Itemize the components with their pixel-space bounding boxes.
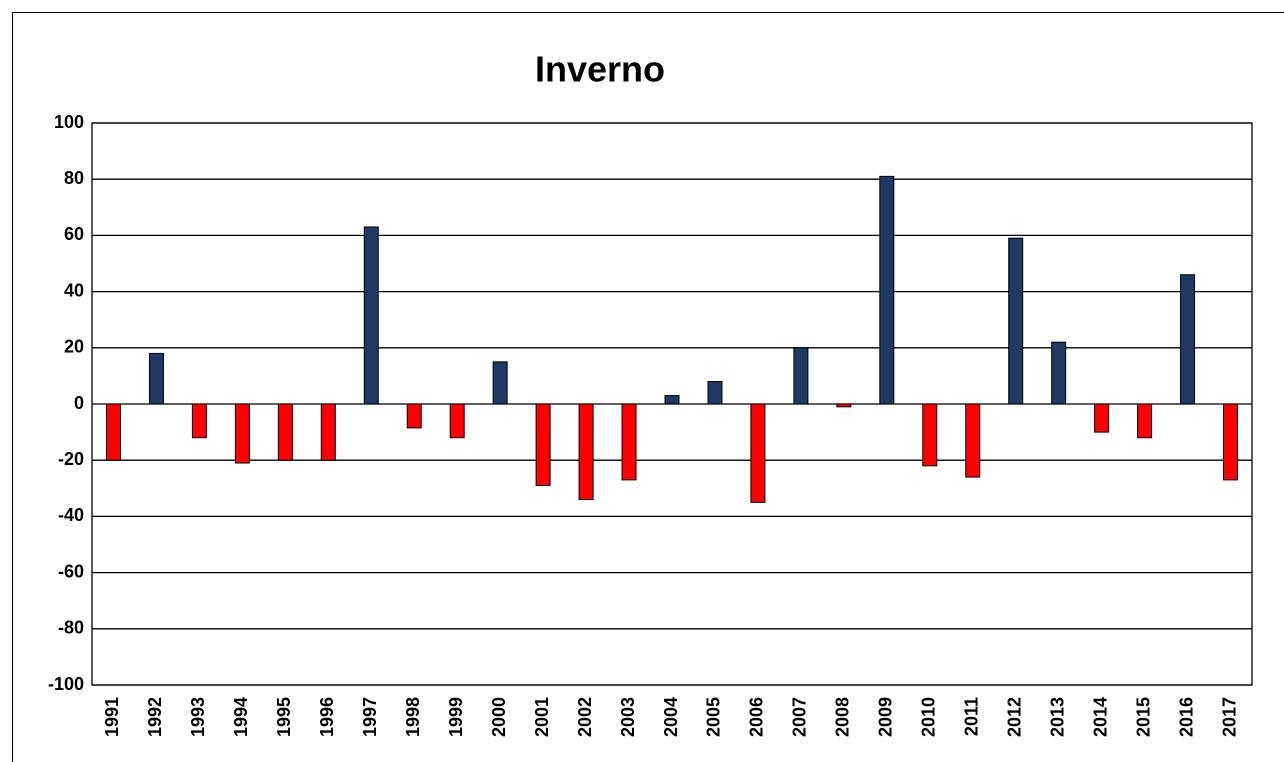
bar xyxy=(535,403,551,486)
x-tick-label: 2011 xyxy=(961,697,981,736)
x-tick-label: 2010 xyxy=(919,697,939,737)
x-tick-label: 1999 xyxy=(446,697,466,737)
x-tick-label: 1995 xyxy=(274,697,294,737)
bar xyxy=(277,403,293,461)
bar xyxy=(621,403,637,481)
x-tick-label: 1994 xyxy=(231,697,251,737)
y-tick-label: -100 xyxy=(48,674,84,694)
y-tick-label: 20 xyxy=(64,337,84,357)
y-tick-label: -40 xyxy=(58,505,84,525)
x-tick-label: 2012 xyxy=(1004,697,1024,737)
y-tick-label: -80 xyxy=(58,618,84,638)
bar xyxy=(1137,403,1153,439)
x-tick-label: 1998 xyxy=(403,697,423,737)
x-tick-label: 2004 xyxy=(661,697,681,737)
x-tick-label: 2002 xyxy=(575,697,595,737)
bar xyxy=(449,403,465,439)
y-tick-label: 80 xyxy=(64,168,84,188)
x-tick-label: 2015 xyxy=(1133,697,1153,737)
x-tick-label: 2014 xyxy=(1090,697,1110,737)
chart-title: Inverno xyxy=(535,49,665,90)
x-tick-label: 2001 xyxy=(532,697,552,737)
x-tick-label: 1993 xyxy=(188,697,208,737)
x-tick-label: 2013 xyxy=(1047,697,1067,737)
x-tick-label: 2006 xyxy=(747,697,767,737)
bar xyxy=(922,403,938,467)
y-tick-label: 40 xyxy=(64,280,84,300)
bar xyxy=(793,347,809,405)
x-tick-label: 2003 xyxy=(618,697,638,737)
bar xyxy=(965,403,981,478)
y-tick-label: 100 xyxy=(54,112,84,132)
bar xyxy=(191,403,207,439)
x-tick-label: 2008 xyxy=(833,697,853,737)
bar xyxy=(105,403,121,461)
bar xyxy=(664,395,680,405)
x-tick-label: 1997 xyxy=(360,697,380,737)
x-tick-label: 2007 xyxy=(790,697,810,737)
x-tick-label: 2017 xyxy=(1219,697,1239,737)
bar xyxy=(879,175,895,405)
x-tick-label: 2005 xyxy=(704,697,724,737)
x-tick-label: 1992 xyxy=(145,697,165,737)
bar xyxy=(148,352,164,405)
bar xyxy=(492,361,508,405)
bar xyxy=(320,403,336,461)
y-tick-label: -60 xyxy=(58,561,84,581)
bar xyxy=(234,403,250,464)
x-tick-label: 2009 xyxy=(876,697,896,737)
bar xyxy=(750,403,766,503)
bar xyxy=(836,403,852,408)
bar xyxy=(1223,403,1239,481)
bar xyxy=(707,381,723,405)
bar xyxy=(1008,237,1024,405)
bar xyxy=(406,403,422,429)
bar xyxy=(1180,274,1196,405)
x-tick-label: 2016 xyxy=(1176,697,1196,737)
y-tick-label: 0 xyxy=(74,393,84,413)
bar xyxy=(578,403,594,501)
bar xyxy=(1094,403,1110,433)
x-tick-label: 1991 xyxy=(102,697,122,737)
x-tick-label: 2000 xyxy=(489,697,509,737)
bar xyxy=(1051,341,1067,405)
plot-border xyxy=(91,122,1253,686)
y-tick-label: -20 xyxy=(58,449,84,469)
x-tick-label: 1996 xyxy=(317,697,337,737)
y-tick-label: 60 xyxy=(64,224,84,244)
bar xyxy=(363,226,379,405)
